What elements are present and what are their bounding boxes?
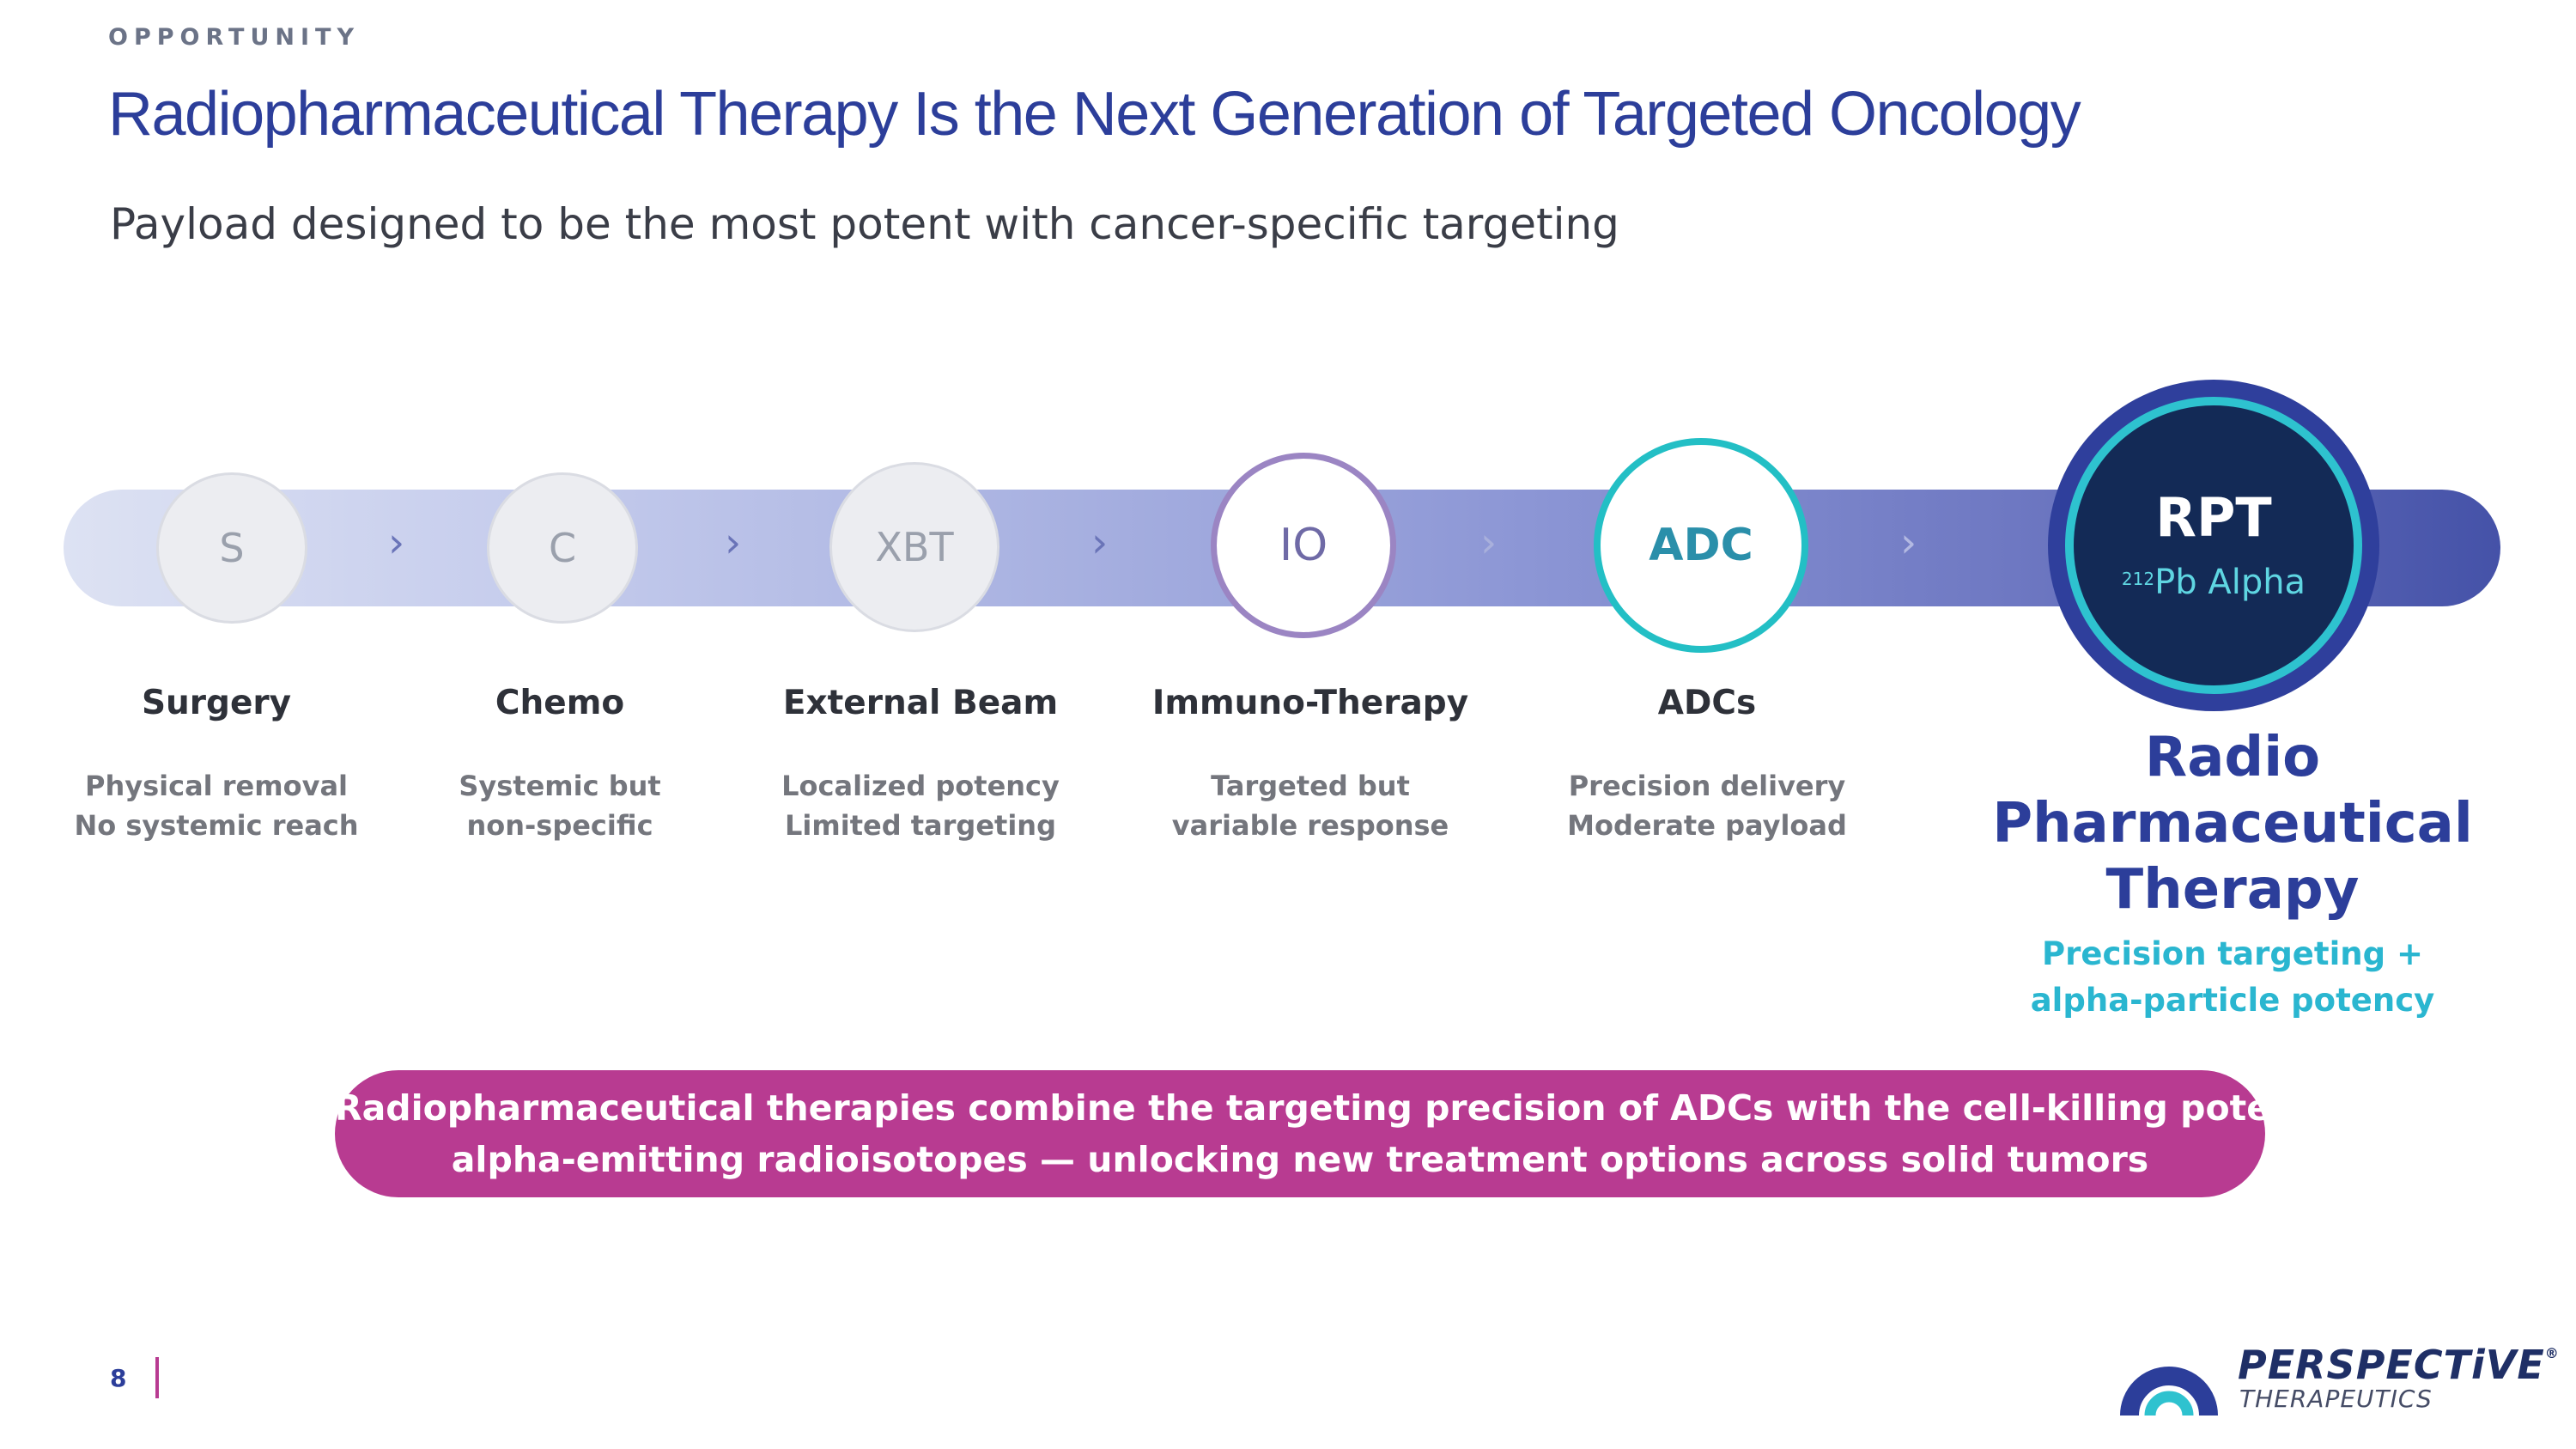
rpt-desc-line: alpha-particle potency: [2030, 982, 2435, 1019]
surgery-desc: Physical removal No systemic reach: [36, 766, 397, 845]
surgery-abbr: S: [219, 525, 245, 571]
desc-line: Systemic but: [459, 770, 661, 802]
external-beam-desc: Localized potency Limited targeting: [740, 766, 1101, 845]
page-subtitle: Payload designed to be the most potent w…: [110, 199, 1619, 249]
desc-line: Limited targeting: [785, 809, 1056, 842]
chemo-desc: Systemic but non-specific: [380, 766, 740, 845]
chemo-circle: C: [487, 472, 638, 624]
page-divider: [155, 1357, 159, 1398]
chemo-abbr: C: [548, 525, 577, 571]
company-name: PERSPECTiVE®: [2238, 1342, 2560, 1388]
company-subtitle: THERAPEUTICS: [2239, 1385, 2433, 1413]
desc-line: No systemic reach: [74, 809, 359, 842]
chevron-right-icon: ›: [1900, 519, 1917, 567]
immuno-therapy-desc: Targeted but variable response: [1130, 766, 1491, 845]
page-title: Radiopharmaceutical Therapy Is the Next …: [108, 80, 2081, 149]
surgery-circle: S: [156, 472, 307, 624]
desc-line: Precision delivery: [1568, 770, 1846, 802]
desc-line: Targeted but: [1211, 770, 1410, 802]
chevron-right-icon: ›: [388, 519, 405, 567]
rpt-inner-circle: RPT 212Pb Alpha: [2065, 397, 2362, 694]
callout-banner: Radiopharmaceutical therapies combine th…: [335, 1070, 2391, 1197]
desc-line: variable response: [1171, 809, 1449, 842]
immuno-therapy-abbr: IO: [1279, 520, 1328, 571]
chevron-right-icon: ›: [725, 519, 742, 567]
rpt-abbr: RPT: [2155, 486, 2272, 549]
chevron-right-icon: ›: [1091, 519, 1109, 567]
adc-abbr: ADC: [1649, 520, 1753, 571]
desc-line: non-specific: [466, 809, 653, 842]
company-name-text: PERSPECTiVE: [2238, 1342, 2545, 1388]
callout-line: alpha-emitting radioisotopes — unlocking…: [451, 1139, 2149, 1180]
isotope-mass: 212: [2121, 569, 2155, 589]
adc-circle: ADC: [1594, 438, 1808, 653]
rpt-title: Radio Pharmaceutical Therapy: [1966, 725, 2499, 923]
desc-line: Physical removal: [84, 770, 348, 802]
desc-line: Localized potency: [781, 770, 1060, 802]
adcs-title: ADCs: [1657, 684, 1757, 722]
registered-mark: ®: [2544, 1345, 2560, 1361]
rpt-circle: RPT 212Pb Alpha: [2048, 380, 2379, 711]
rpt-desc: Precision targeting + alpha-particle pot…: [1966, 931, 2499, 1024]
external-beam-abbr: XBT: [875, 524, 954, 570]
section-eyebrow: OPPORTUNITY: [108, 24, 361, 51]
callout-line: Radiopharmaceutical therapies combine th…: [335, 1087, 2391, 1129]
chemo-title: Chemo: [495, 684, 625, 722]
surgery-title: Surgery: [141, 684, 292, 722]
rpt-title-line: Pharmaceutical: [1992, 792, 2473, 855]
rpt-title-line: Radio: [2144, 726, 2321, 789]
rpt-title-line: Therapy: [2105, 858, 2360, 922]
rpt-isotope: 212Pb Alpha: [2122, 565, 2306, 600]
desc-line: Moderate payload: [1567, 809, 1847, 842]
immuno-therapy-title: Immuno-Therapy: [1151, 684, 1469, 722]
isotope-label: Pb Alpha: [2154, 563, 2306, 602]
external-beam-title: External Beam: [782, 684, 1059, 722]
page-number: 8: [110, 1364, 127, 1392]
perspective-logo-icon: [2120, 1367, 2218, 1416]
external-beam-circle: XBT: [829, 462, 999, 632]
rpt-desc-line: Precision targeting +: [2042, 935, 2423, 972]
adcs-desc: Precision delivery Moderate payload: [1527, 766, 1887, 845]
chevron-right-icon: ›: [1480, 519, 1498, 567]
immuno-therapy-circle: IO: [1211, 453, 1396, 638]
